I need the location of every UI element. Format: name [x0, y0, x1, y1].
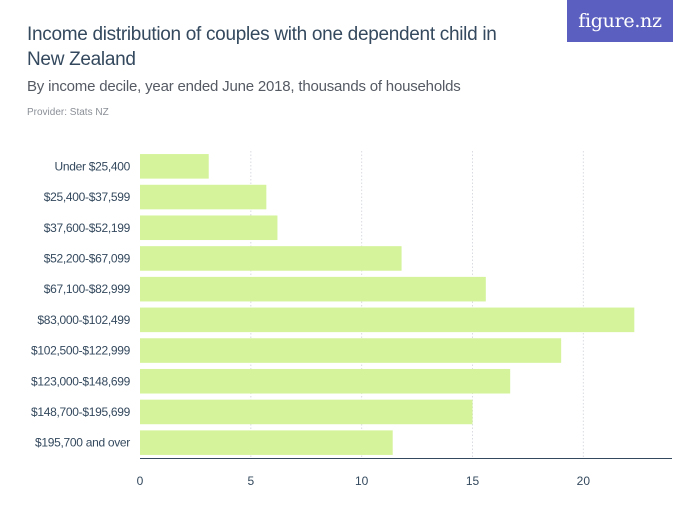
y-axis-labels: Under $25,400 $25,400-$37,599 $37,600-$52,… — [31, 159, 131, 449]
bar[interactable] — [140, 368, 511, 394]
y-category-label: $195,700 and over — [35, 436, 130, 450]
y-category-label: $37,600-$52,199 — [44, 221, 131, 235]
y-category-label: $83,000-$102,499 — [37, 313, 130, 327]
bar[interactable] — [140, 338, 562, 363]
bar[interactable] — [140, 215, 278, 241]
x-tick-label: 20 — [577, 474, 591, 488]
y-category-label: $52,200-$67,099 — [44, 251, 131, 265]
figure-nz-logo[interactable]: figure.nz — [567, 0, 673, 42]
x-tick-label: 10 — [355, 474, 369, 488]
y-category-label: $102,500-$122,999 — [31, 344, 131, 358]
x-tick-label: 15 — [466, 474, 480, 488]
chart-subtitle: By income decile, year ended June 2018, … — [27, 78, 461, 95]
y-category-label: $123,000-$148,699 — [31, 374, 131, 388]
y-category-label: $67,100-$82,999 — [44, 282, 131, 296]
bar[interactable] — [140, 276, 486, 302]
bar[interactable] — [140, 246, 402, 271]
bar[interactable] — [140, 399, 473, 425]
x-tick-label: 5 — [247, 474, 254, 488]
bar[interactable] — [140, 430, 393, 455]
bar[interactable] — [140, 307, 635, 333]
y-category-label: Under $25,400 — [55, 159, 131, 173]
bar[interactable] — [140, 154, 209, 179]
bars — [140, 154, 635, 455]
x-tick-label: 0 — [137, 474, 144, 488]
chart-title: Income distribution of couples with one … — [27, 24, 497, 70]
bar[interactable] — [140, 184, 267, 210]
y-category-label: $148,700-$195,699 — [31, 405, 131, 419]
y-category-label: $25,400-$37,599 — [44, 190, 131, 204]
data-provider: Provider: Stats NZ — [27, 107, 109, 118]
x-axis-ticks: 0 5 10 15 20 — [137, 474, 591, 488]
